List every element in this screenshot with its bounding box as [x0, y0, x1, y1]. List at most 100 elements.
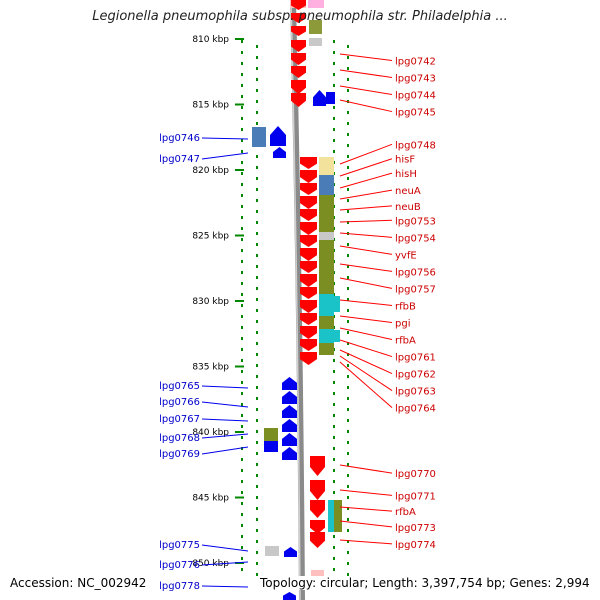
scale-dot-left: [241, 227, 243, 230]
feature-faded: [308, 0, 324, 8]
scale-dot-left: [241, 271, 243, 274]
scale-dot-right-inner: [347, 177, 349, 180]
scale-dot-right: [333, 51, 335, 54]
scale-dot-right-inner: [347, 573, 349, 576]
scale-dot-right-inner: [347, 386, 349, 389]
forward-label-leader: [339, 339, 393, 358]
scale-dot-left-inner: [256, 199, 258, 202]
scale-dot-left-inner: [256, 320, 258, 323]
forward-label-leader: [339, 232, 393, 238]
forward-gene-label[interactable]: lpg0762: [395, 370, 436, 381]
forward-gene-label[interactable]: rfbA: [395, 507, 416, 518]
scale-dot-left-inner: [256, 298, 258, 301]
reverse-label-leader: [201, 385, 249, 389]
forward-label-leader: [339, 355, 393, 392]
scale-dot-left: [241, 172, 243, 175]
scale-dot-right-inner: [347, 474, 349, 477]
forward-gene-label[interactable]: lpg0756: [395, 267, 436, 278]
forward-gene-label[interactable]: rfbB: [395, 301, 416, 312]
forward-gene-arrow: [291, 26, 306, 36]
forward-gene-label[interactable]: hisF: [395, 155, 415, 166]
reverse-gene-arrow: [282, 405, 297, 418]
scale-dot-left-inner: [256, 254, 258, 257]
forward-gene-label[interactable]: lpg0757: [395, 284, 436, 295]
reverse-gene-block: [264, 441, 278, 452]
scale-dot-right-inner: [347, 408, 349, 411]
scale-dot-right: [333, 535, 335, 538]
forward-gene-label[interactable]: neuB: [395, 202, 421, 213]
scale-dot-right-inner: [347, 320, 349, 323]
forward-gene-label[interactable]: pgi: [395, 318, 410, 329]
scale-dot-left: [241, 326, 243, 329]
scale-dot-right: [333, 139, 335, 142]
forward-gene-arrow: [310, 500, 325, 518]
forward-gene-label[interactable]: yvfE: [395, 250, 417, 261]
forward-gene-arrow: [310, 480, 325, 500]
forward-gene-arrow: [300, 209, 317, 221]
scale-dot-left: [241, 128, 243, 131]
forward-gene-label[interactable]: rfbA: [395, 336, 416, 347]
scale-dot-left-inner: [256, 364, 258, 367]
forward-label-leader: [339, 263, 393, 272]
reverse-gene-arrow: [282, 433, 297, 446]
cog-block: [334, 330, 340, 342]
forward-gene-label[interactable]: lpg0764: [395, 404, 436, 415]
scale-dot-left: [241, 139, 243, 142]
reverse-gene-label[interactable]: lpg0768: [159, 433, 200, 444]
reverse-gene-label[interactable]: lpg0778: [159, 581, 200, 592]
scale-dot-left: [241, 249, 243, 252]
forward-gene-label[interactable]: lpg0771: [395, 491, 436, 502]
scale-dot-left: [241, 469, 243, 472]
scale-dot-right-inner: [347, 265, 349, 268]
forward-gene-label[interactable]: hisH: [395, 169, 417, 180]
cog-block: [319, 294, 334, 316]
forward-gene-faded: [311, 570, 324, 580]
forward-label-leader: [339, 99, 393, 113]
reverse-gene-label[interactable]: lpg0769: [159, 449, 200, 460]
forward-gene-arrow: [300, 248, 317, 261]
forward-gene-label[interactable]: lpg0761: [395, 353, 436, 364]
scale-dot-left: [241, 183, 243, 186]
reverse-gene-label[interactable]: lpg0775: [159, 540, 200, 551]
scale-dot-right-inner: [347, 78, 349, 81]
scale-dot-left-inner: [256, 122, 258, 125]
forward-gene-label[interactable]: lpg0744: [395, 91, 436, 102]
scale-dot-right-inner: [347, 188, 349, 191]
reverse-gene-arrow: [273, 147, 286, 158]
scale-dot-right-inner: [347, 463, 349, 466]
scale-dot-left: [241, 568, 243, 571]
forward-gene-label[interactable]: lpg0774: [395, 540, 436, 551]
forward-gene-label[interactable]: lpg0773: [395, 523, 436, 534]
forward-gene-label[interactable]: lpg0753: [395, 216, 436, 227]
reverse-gene-label[interactable]: lpg0767: [159, 414, 200, 425]
scale-dot-right-inner: [347, 89, 349, 92]
forward-gene-label[interactable]: lpg0742: [395, 56, 436, 67]
scale-dot-right-inner: [347, 309, 349, 312]
scale-dot-right: [333, 106, 335, 109]
scale-dot-left: [241, 403, 243, 406]
forward-gene-arrow: [291, 80, 306, 94]
forward-gene-label[interactable]: lpg0754: [395, 233, 436, 244]
scale-dot-left: [241, 315, 243, 318]
reverse-gene-label[interactable]: lpg0746: [159, 133, 200, 144]
forward-gene-label[interactable]: lpg0745: [395, 108, 436, 119]
forward-gene-arrow: [291, 53, 306, 65]
reverse-gene-label[interactable]: lpg0776: [159, 560, 200, 571]
scale-dot-left: [241, 95, 243, 98]
forward-gene-label[interactable]: lpg0770: [395, 469, 436, 480]
forward-gene-arrow: [300, 170, 317, 183]
kbp-tick-label: 830 kbp: [192, 297, 229, 307]
forward-gene-label[interactable]: lpg0763: [395, 387, 436, 398]
reverse-gene-label[interactable]: lpg0766: [159, 397, 200, 408]
scale-dot-right-inner: [347, 56, 349, 59]
reverse-gene-label[interactable]: lpg0747: [159, 154, 200, 165]
forward-gene-label[interactable]: lpg0743: [395, 74, 436, 85]
forward-gene-label[interactable]: neuA: [395, 186, 421, 197]
scale-dot-right: [333, 447, 335, 450]
forward-gene-label[interactable]: lpg0748: [395, 140, 436, 151]
reverse-gene-label[interactable]: lpg0765: [159, 381, 200, 392]
scale-dot-left: [241, 436, 243, 439]
forward-label-leader: [339, 506, 393, 512]
scale-dot-right: [333, 150, 335, 153]
